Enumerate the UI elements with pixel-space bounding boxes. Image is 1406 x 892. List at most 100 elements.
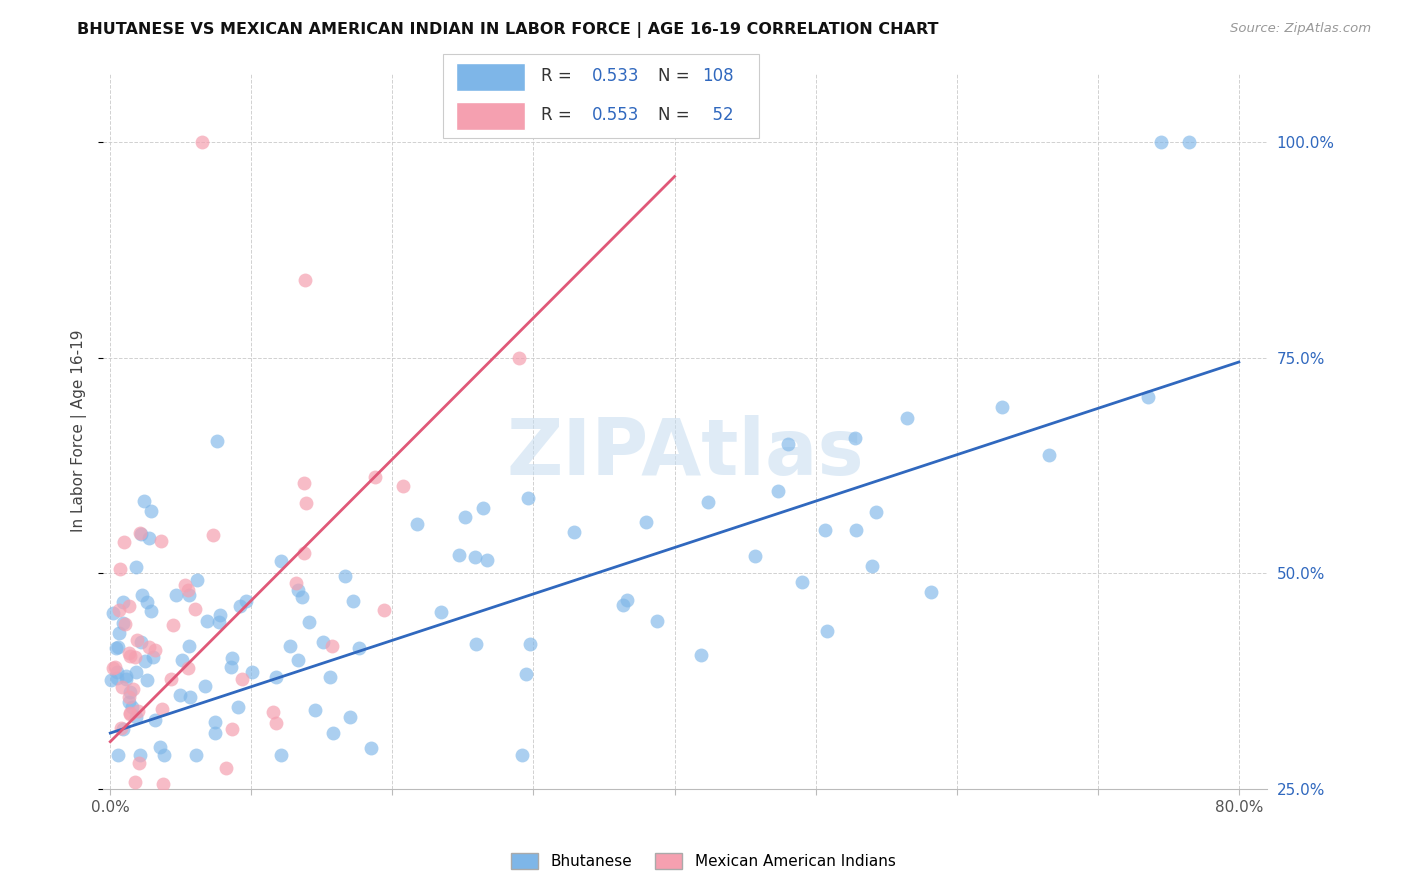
Point	[364, 470, 387, 484]
Point	[145, 714, 167, 728]
Point	[991, 400, 1014, 414]
Point	[1137, 390, 1160, 404]
Point	[519, 637, 541, 651]
Text: 108: 108	[703, 68, 734, 86]
Point	[134, 654, 156, 668]
Point	[1178, 135, 1201, 149]
Point	[766, 484, 789, 499]
Point	[132, 494, 155, 508]
Point	[118, 706, 141, 721]
Point	[231, 673, 253, 687]
Point	[141, 604, 163, 618]
Point	[860, 558, 883, 573]
Point	[143, 643, 166, 657]
Point	[319, 670, 342, 684]
Point	[287, 582, 309, 597]
Point	[184, 602, 207, 616]
Point	[292, 475, 315, 490]
Point	[321, 640, 343, 654]
Point	[112, 535, 135, 549]
Point	[845, 523, 868, 537]
Point	[333, 569, 356, 583]
Point	[152, 777, 174, 791]
Point	[153, 747, 176, 762]
Point	[118, 646, 141, 660]
Point	[204, 715, 226, 730]
Point	[204, 726, 226, 740]
Point	[240, 665, 263, 680]
Point	[131, 808, 153, 822]
Point	[284, 576, 307, 591]
Point	[124, 774, 146, 789]
Point	[447, 548, 470, 562]
Point	[264, 716, 287, 731]
Point	[111, 615, 134, 630]
Point	[122, 682, 145, 697]
Point	[270, 554, 292, 568]
Point	[270, 747, 292, 762]
Point	[221, 722, 243, 736]
Point	[322, 726, 344, 740]
Point	[562, 524, 585, 539]
Point	[636, 515, 658, 529]
Point	[298, 615, 321, 630]
Text: R =: R =	[541, 106, 572, 124]
Point	[149, 739, 172, 754]
Point	[186, 747, 208, 762]
Point	[201, 527, 224, 541]
Point	[291, 590, 314, 604]
Point	[215, 760, 238, 774]
Point	[280, 640, 302, 654]
Text: R =: R =	[541, 68, 572, 86]
Point	[135, 673, 157, 687]
Point	[176, 582, 198, 597]
Point	[120, 825, 142, 839]
Point	[814, 524, 837, 538]
Point	[339, 709, 361, 723]
Point	[117, 690, 139, 705]
Point	[139, 504, 162, 518]
Point	[125, 665, 148, 680]
Point	[347, 641, 370, 656]
Point	[406, 517, 429, 532]
Point	[235, 594, 257, 608]
Legend: Bhutanese, Mexican American Indians: Bhutanese, Mexican American Indians	[505, 847, 901, 875]
Point	[118, 706, 141, 721]
Point	[127, 632, 149, 647]
Point	[510, 747, 533, 762]
Point	[430, 605, 453, 619]
Point	[195, 614, 218, 628]
Point	[208, 615, 231, 629]
Text: 0.553: 0.553	[592, 106, 638, 124]
Point	[170, 653, 193, 667]
Text: Source: ZipAtlas.com: Source: ZipAtlas.com	[1230, 22, 1371, 36]
Point	[342, 594, 364, 608]
Point	[121, 699, 143, 714]
Point	[517, 491, 540, 505]
Point	[920, 585, 942, 599]
Point	[105, 640, 128, 655]
Point	[131, 527, 153, 541]
Point	[114, 673, 136, 687]
Y-axis label: In Labor Force | Age 16-19: In Labor Force | Age 16-19	[72, 330, 87, 533]
Point	[475, 553, 498, 567]
Point	[508, 351, 530, 365]
Point	[107, 603, 129, 617]
Point	[114, 617, 136, 632]
Point	[108, 562, 131, 576]
Point	[790, 574, 813, 589]
Text: 0.533: 0.533	[592, 68, 640, 86]
Point	[174, 578, 197, 592]
Point	[262, 706, 284, 720]
Point	[118, 599, 141, 613]
Point	[844, 432, 866, 446]
Point	[778, 437, 800, 451]
Point	[103, 661, 125, 675]
Point	[142, 650, 165, 665]
Point	[124, 560, 146, 574]
Point	[162, 618, 184, 632]
Point	[177, 661, 200, 675]
Point	[128, 756, 150, 770]
Point	[177, 588, 200, 602]
Point	[295, 496, 318, 510]
